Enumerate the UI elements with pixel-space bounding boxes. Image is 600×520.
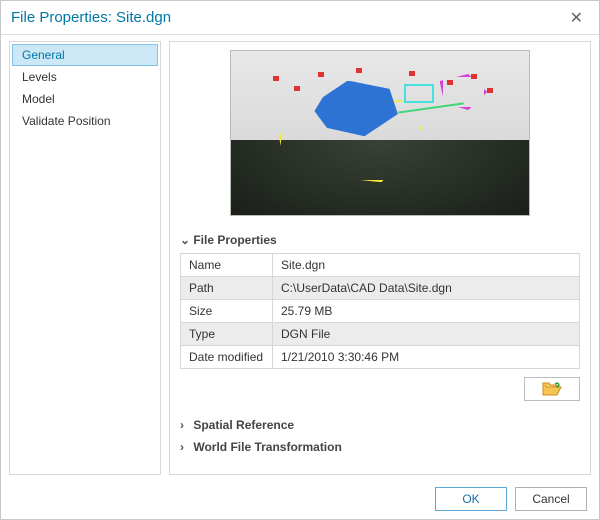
dialog-body: General Levels Model Validate Position	[1, 35, 599, 479]
prop-key: Size	[181, 300, 273, 323]
prop-value: 1/21/2010 3:30:46 PM	[273, 346, 580, 369]
section-label: Spatial Reference	[193, 418, 294, 432]
prop-key: Type	[181, 323, 273, 346]
preview-container	[180, 50, 580, 219]
sidebar-item-label: Model	[22, 92, 55, 106]
sidebar-item-general[interactable]: General	[12, 44, 158, 66]
sidebar-item-label: General	[22, 48, 65, 62]
section-label: File Properties	[193, 233, 276, 247]
table-row: Path C:\UserData\CAD Data\Site.dgn	[181, 277, 580, 300]
sidebar-item-model[interactable]: Model	[12, 88, 158, 110]
table-row: Type DGN File	[181, 323, 580, 346]
prop-value: DGN File	[273, 323, 580, 346]
prop-key: Date modified	[181, 346, 273, 369]
chevron-down-icon: ⌄	[180, 233, 190, 247]
open-file-button[interactable]	[524, 377, 580, 401]
dialog-title: File Properties: Site.dgn	[11, 9, 171, 26]
section-spatial-reference-header[interactable]: › Spatial Reference	[180, 414, 580, 436]
section-label: World File Transformation	[193, 440, 341, 454]
prop-key: Path	[181, 277, 273, 300]
table-row: Size 25.79 MB	[181, 300, 580, 323]
table-row: Date modified 1/21/2010 3:30:46 PM	[181, 346, 580, 369]
dialog-footer: OK Cancel	[1, 479, 599, 519]
file-properties-dialog: File Properties: Site.dgn ✕ General Leve…	[0, 0, 600, 520]
cyan-box	[404, 84, 434, 104]
chevron-right-icon: ›	[180, 440, 190, 454]
sidebar: General Levels Model Validate Position	[9, 41, 161, 475]
sidebar-item-validate-position[interactable]: Validate Position	[12, 110, 158, 132]
section-file-properties-header[interactable]: ⌄ File Properties	[180, 229, 580, 251]
cancel-button[interactable]: Cancel	[515, 487, 587, 511]
main-panel: ⌄ File Properties Name Site.dgn Path C:\…	[169, 41, 591, 475]
ok-button[interactable]: OK	[435, 487, 507, 511]
table-row: Name Site.dgn	[181, 254, 580, 277]
folder-open-icon	[542, 382, 562, 396]
file-properties-table: Name Site.dgn Path C:\UserData\CAD Data\…	[180, 253, 580, 369]
sidebar-item-levels[interactable]: Levels	[12, 66, 158, 88]
sidebar-item-label: Validate Position	[22, 114, 111, 128]
open-file-row	[180, 375, 580, 414]
prop-value: C:\UserData\CAD Data\Site.dgn	[273, 277, 580, 300]
prop-key: Name	[181, 254, 273, 277]
sidebar-item-label: Levels	[22, 70, 57, 84]
close-icon[interactable]: ✕	[564, 6, 589, 30]
prop-value: 25.79 MB	[273, 300, 580, 323]
chevron-right-icon: ›	[180, 418, 190, 432]
titlebar: File Properties: Site.dgn ✕	[1, 1, 599, 35]
section-world-file-transformation-header[interactable]: › World File Transformation	[180, 436, 580, 458]
prop-value: Site.dgn	[273, 254, 580, 277]
map-preview	[230, 50, 530, 216]
